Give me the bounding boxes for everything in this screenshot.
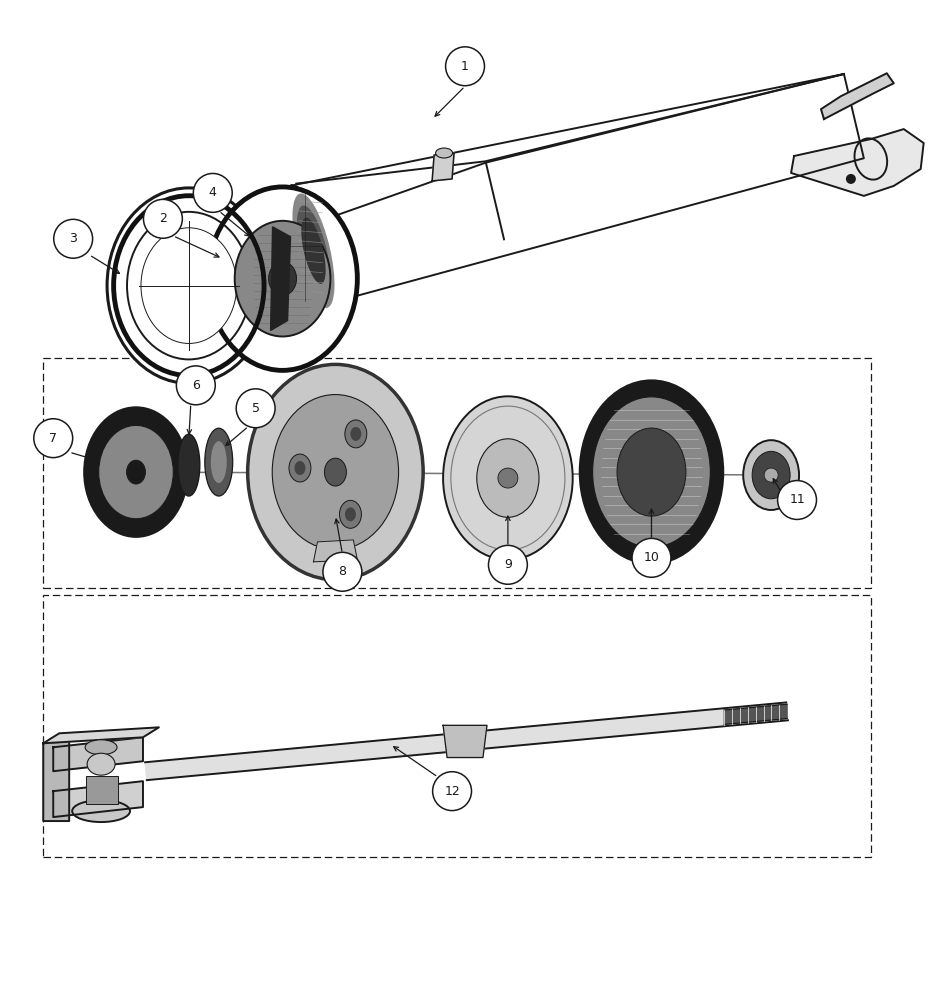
Circle shape <box>446 47 484 86</box>
Ellipse shape <box>72 800 130 822</box>
Polygon shape <box>53 781 143 817</box>
Text: 12: 12 <box>445 785 460 798</box>
Polygon shape <box>724 704 787 724</box>
Text: 8: 8 <box>338 565 346 578</box>
Text: 5: 5 <box>251 402 260 415</box>
Circle shape <box>323 552 362 591</box>
Ellipse shape <box>178 434 200 496</box>
Ellipse shape <box>141 228 237 343</box>
Circle shape <box>236 389 275 428</box>
Ellipse shape <box>84 407 188 537</box>
Ellipse shape <box>339 500 361 528</box>
Ellipse shape <box>85 740 117 755</box>
Text: 9: 9 <box>504 558 512 571</box>
Circle shape <box>777 481 816 519</box>
Circle shape <box>54 219 93 258</box>
Polygon shape <box>44 727 159 743</box>
Ellipse shape <box>617 428 686 516</box>
Ellipse shape <box>87 753 115 775</box>
Ellipse shape <box>579 380 723 564</box>
Circle shape <box>632 538 671 577</box>
Ellipse shape <box>345 420 367 448</box>
Polygon shape <box>44 741 69 821</box>
Ellipse shape <box>436 148 452 158</box>
Ellipse shape <box>127 212 250 359</box>
Ellipse shape <box>99 425 173 519</box>
Ellipse shape <box>268 262 297 296</box>
Text: 7: 7 <box>49 432 57 445</box>
Circle shape <box>143 199 182 238</box>
Ellipse shape <box>301 218 326 284</box>
Bar <box>86 776 118 804</box>
Polygon shape <box>443 725 487 758</box>
Circle shape <box>764 468 778 482</box>
Ellipse shape <box>283 185 329 306</box>
Polygon shape <box>270 227 290 330</box>
Ellipse shape <box>107 188 270 383</box>
Ellipse shape <box>351 427 361 441</box>
Circle shape <box>34 419 73 458</box>
Ellipse shape <box>443 396 573 560</box>
Text: 6: 6 <box>191 379 200 392</box>
Ellipse shape <box>247 364 423 580</box>
Polygon shape <box>314 540 357 562</box>
Ellipse shape <box>235 221 331 336</box>
Polygon shape <box>791 129 923 196</box>
Ellipse shape <box>289 454 311 482</box>
Ellipse shape <box>743 440 799 510</box>
Polygon shape <box>53 737 143 771</box>
Ellipse shape <box>324 458 346 486</box>
Circle shape <box>846 174 856 184</box>
Ellipse shape <box>205 428 232 496</box>
Ellipse shape <box>210 441 227 483</box>
Circle shape <box>498 468 518 488</box>
Ellipse shape <box>477 439 539 517</box>
Polygon shape <box>145 702 788 780</box>
Text: 4: 4 <box>209 186 217 199</box>
Text: 3: 3 <box>69 232 77 245</box>
Bar <box>44 595 871 857</box>
Ellipse shape <box>592 397 710 547</box>
Ellipse shape <box>295 461 305 475</box>
Ellipse shape <box>752 451 790 499</box>
Text: 10: 10 <box>644 551 660 564</box>
Ellipse shape <box>345 507 356 521</box>
Circle shape <box>193 173 232 212</box>
Ellipse shape <box>272 395 398 550</box>
Text: 2: 2 <box>159 212 167 225</box>
Ellipse shape <box>292 193 335 308</box>
Bar <box>44 358 871 588</box>
Polygon shape <box>821 73 894 119</box>
Ellipse shape <box>208 187 357 370</box>
Polygon shape <box>432 153 454 181</box>
Ellipse shape <box>297 206 330 296</box>
Circle shape <box>176 366 215 405</box>
Text: 11: 11 <box>789 493 805 506</box>
Polygon shape <box>291 74 864 306</box>
Circle shape <box>432 772 471 811</box>
Text: 1: 1 <box>461 60 469 73</box>
Circle shape <box>488 545 527 584</box>
Ellipse shape <box>126 460 145 484</box>
